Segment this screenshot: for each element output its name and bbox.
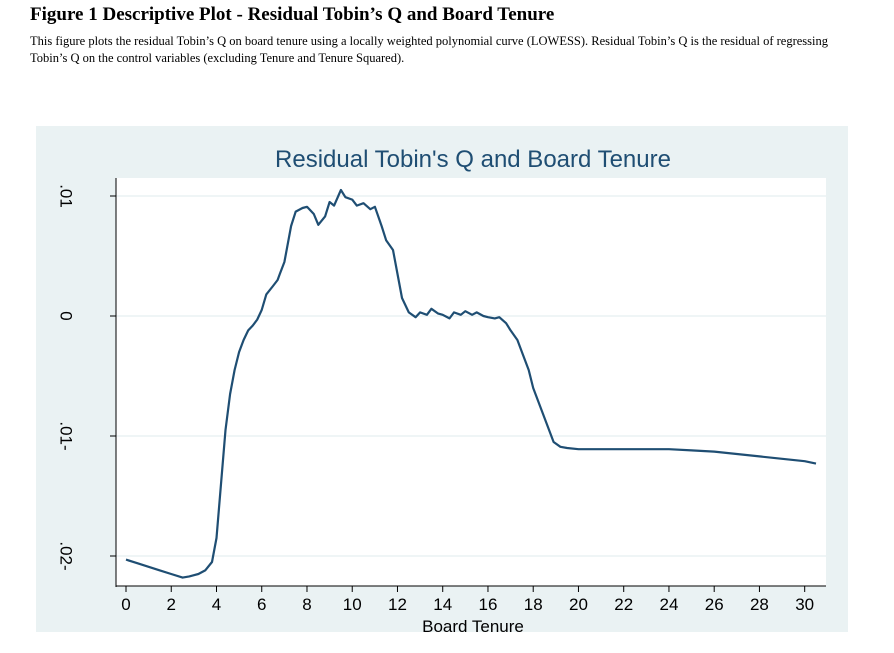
x-tick-label: 16 [479,595,498,614]
x-tick-label: 22 [614,595,633,614]
y-tick-labels: .02- .01- 0 .01 [57,184,76,570]
x-tick-label: 24 [659,595,678,614]
figure-title: Figure 1 Descriptive Plot - Residual Tob… [30,4,555,25]
x-tick-labels: 0 2 4 6 8 10 12 14 16 18 20 22 24 26 28 30 [121,595,814,614]
series-line [125,188,817,579]
x-tick-label: 8 [302,595,311,614]
x-tick-label: 4 [212,595,221,614]
y-tick-label: .02- [57,541,76,570]
x-tick-label: 2 [167,595,176,614]
x-tick-label: 10 [343,595,362,614]
x-tick-label: 26 [705,595,724,614]
x-tick-label: 20 [569,595,588,614]
axes [110,178,826,592]
x-tick-label: 14 [433,595,452,614]
x-tick-label: 30 [795,595,814,614]
x-tick-label: 6 [257,595,266,614]
y-tick-label: .01- [57,421,76,450]
plot-area [116,178,826,586]
y-tick-label: 0 [57,311,76,320]
x-tick-label: 18 [524,595,543,614]
y-tick-label: .01 [57,184,76,208]
figure-caption: This figure plots the residual Tobin’s Q… [30,34,828,65]
x-tick-label: 12 [388,595,407,614]
x-axis-label: Board Tenure [422,617,524,636]
x-tick-label: 28 [750,595,769,614]
gridlines [116,195,826,557]
x-tick-label: 0 [121,595,130,614]
chart-title: Residual Tobin's Q and Board Tenure [275,146,671,173]
